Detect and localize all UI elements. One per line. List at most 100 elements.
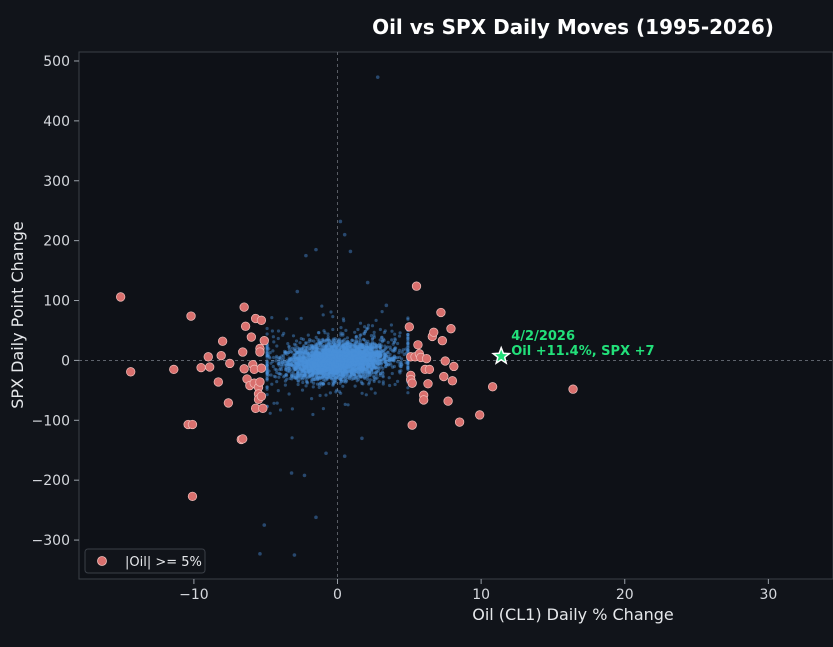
cloud-point	[366, 364, 370, 369]
cloud-point	[327, 346, 331, 350]
cloud-point	[342, 353, 346, 357]
cloud-point	[353, 363, 358, 367]
cloud-point	[376, 366, 380, 370]
cloud-point	[360, 356, 364, 360]
cloud-point	[315, 356, 319, 360]
cloud-point	[300, 371, 304, 376]
cloud-point	[344, 364, 348, 368]
cloud-point	[363, 329, 367, 333]
cloud-point	[318, 354, 323, 358]
cloud-point	[346, 344, 350, 348]
cloud-point	[329, 353, 333, 357]
cloud-point	[346, 350, 350, 354]
cloud-point	[351, 360, 356, 364]
cloud-point	[346, 351, 350, 356]
cloud-point	[404, 351, 408, 355]
cloud-point	[350, 353, 354, 357]
cloud-point	[317, 363, 321, 367]
cloud-point	[265, 371, 269, 375]
cloud-point	[321, 355, 325, 359]
big-move-point	[169, 364, 179, 375]
cloud-point	[342, 362, 346, 366]
cloud-point	[322, 353, 326, 357]
cloud-point	[336, 350, 340, 354]
cloud-point	[334, 353, 338, 357]
cloud-point	[348, 360, 352, 364]
cloud-point	[363, 357, 367, 361]
cloud-point	[312, 373, 317, 377]
cloud-point	[328, 371, 332, 375]
cloud-point	[349, 363, 353, 367]
cloud-point	[329, 342, 333, 347]
cloud-point	[315, 357, 319, 361]
cloud-point	[311, 367, 315, 372]
cloud-point	[406, 360, 410, 364]
cloud-point	[291, 363, 296, 367]
cloud-point	[360, 374, 364, 378]
cloud-point	[332, 355, 337, 360]
cloud-point	[357, 362, 361, 366]
cloud-point	[323, 362, 327, 366]
cloud-point	[328, 360, 332, 364]
cloud-point	[320, 304, 324, 308]
cloud-point	[376, 355, 380, 359]
cloud-point	[277, 356, 281, 360]
cloud-point	[357, 355, 361, 359]
cloud-point	[305, 367, 309, 371]
cloud-point	[326, 338, 330, 342]
cloud-point	[352, 369, 356, 373]
cloud-point	[369, 355, 373, 359]
cloud-point	[330, 361, 334, 365]
cloud-point	[359, 375, 363, 379]
cloud-point	[352, 361, 356, 365]
cloud-point	[303, 371, 307, 375]
cloud-point	[355, 351, 359, 356]
cloud-point	[319, 361, 323, 365]
cloud-point	[319, 372, 323, 376]
cloud-point	[335, 355, 339, 359]
cloud-point	[338, 355, 342, 359]
cloud-point	[358, 351, 362, 355]
cloud-point	[342, 351, 346, 355]
cloud-point	[339, 356, 344, 360]
cloud-point	[338, 377, 342, 381]
cloud-point	[363, 366, 367, 370]
cloud-point	[336, 366, 340, 370]
cloud-point	[341, 358, 345, 362]
cloud-point	[334, 358, 338, 362]
cloud-point	[298, 349, 302, 353]
cloud-point	[337, 366, 342, 370]
cloud-point	[323, 353, 327, 357]
cloud-point	[343, 368, 347, 372]
cloud-point	[344, 353, 348, 357]
cloud-point	[363, 330, 367, 334]
cloud-point	[359, 359, 363, 363]
cloud-point	[320, 365, 324, 369]
cloud-point	[337, 361, 342, 365]
cloud-point	[284, 350, 288, 354]
cloud-point	[336, 364, 341, 369]
cloud-point	[343, 367, 347, 371]
cloud-point	[324, 358, 328, 362]
cloud-outlier-point	[258, 552, 262, 556]
cloud-point	[327, 369, 331, 373]
cloud-point	[295, 356, 299, 361]
cloud-point	[329, 354, 333, 358]
cloud-point	[315, 360, 319, 364]
cloud-point	[329, 350, 334, 354]
cloud-point	[309, 358, 313, 362]
cloud-point	[367, 344, 371, 348]
cloud-point	[343, 363, 347, 367]
cloud-point	[328, 347, 332, 351]
cloud-point	[348, 359, 352, 363]
cloud-point	[373, 365, 378, 369]
cloud-point	[330, 351, 334, 355]
cloud-point	[337, 368, 341, 372]
cloud-point	[345, 364, 349, 368]
cloud-point	[313, 351, 317, 356]
cloud-point	[291, 334, 296, 338]
cloud-point	[360, 361, 364, 365]
cloud-point	[323, 356, 327, 360]
cloud-point	[295, 360, 299, 364]
cloud-point	[363, 375, 367, 380]
